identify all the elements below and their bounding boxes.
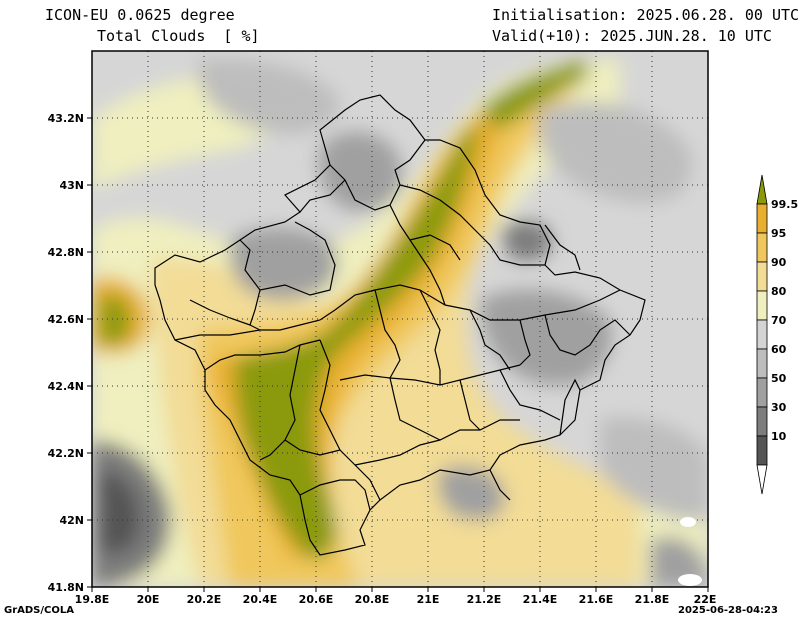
colorbar-box — [756, 319, 768, 350]
colorbar-box — [756, 261, 768, 292]
colorbar-label: 95 — [771, 227, 786, 240]
colorbar-box — [756, 348, 768, 379]
colorbar-box — [756, 203, 768, 234]
y-tick-label: 42.4N — [48, 380, 84, 393]
x-tick-label: 20.4E — [243, 593, 278, 606]
x-tick-label: 20E — [137, 593, 160, 606]
colorbar-label: 50 — [771, 372, 787, 385]
x-axis-labels: 19.8E 20E 20.2E 20.4E 20.6E 20.8E 21E 21… — [75, 593, 717, 606]
colorbar-label: 80 — [771, 285, 787, 298]
x-tick-label: 20.8E — [355, 593, 390, 606]
clear-spot — [680, 517, 696, 527]
cloud-field — [92, 51, 708, 587]
y-tick-label: 42N — [59, 514, 84, 527]
colorbar-box — [756, 232, 768, 263]
x-tick-label: 21.2E — [467, 593, 502, 606]
y-axis-labels: 43.2N 43N 42.8N 42.6N 42.4N 42.2N 42N 41… — [48, 112, 84, 594]
colorbar-top-triangle — [756, 174, 768, 205]
colorbar-label: 99.5 — [771, 198, 798, 211]
footer-timestamp: 2025-06-28-04:23 — [678, 605, 778, 616]
x-tick-label: 21.4E — [523, 593, 558, 606]
model-title: ICON-EU 0.0625 degree — [45, 6, 235, 24]
colorbar-box — [756, 435, 768, 466]
variable-title: Total Clouds [ %] — [97, 27, 260, 45]
colorbar-box — [756, 290, 768, 321]
x-tick-label: 21E — [417, 593, 440, 606]
x-tick-label: 21.8E — [635, 593, 670, 606]
y-tick-label: 42.6N — [48, 313, 84, 326]
footer-software: GrADS/COLA — [4, 605, 74, 616]
colorbar — [756, 174, 768, 495]
y-tick-label: 43.2N — [48, 112, 84, 125]
clear-spot — [678, 574, 702, 586]
x-tick-label: 21.6E — [579, 593, 614, 606]
x-tick-label: 20.2E — [187, 593, 222, 606]
colorbar-label: 10 — [771, 430, 787, 443]
colorbar-label: 60 — [771, 343, 787, 356]
x-tick-label: 22E — [694, 593, 717, 606]
colorbar-label: 90 — [771, 256, 787, 269]
colorbar-label: 30 — [771, 401, 787, 414]
x-tick-label: 19.8E — [75, 593, 110, 606]
colorbar-labels: 99.5 95 90 80 70 60 50 30 10 — [771, 198, 798, 443]
y-tick-label: 41.8N — [48, 581, 84, 594]
valid-time: Valid(+10): 2025.JUN.28. 10 UTC — [492, 27, 772, 45]
colorbar-box — [756, 406, 768, 437]
colorbar-bottom-triangle — [756, 464, 768, 495]
y-tick-label: 43N — [59, 179, 84, 192]
colorbar-label: 70 — [771, 314, 787, 327]
colorbar-box — [756, 377, 768, 408]
district-borders — [154, 94, 646, 556]
y-tick-label: 42.8N — [48, 246, 84, 259]
x-tick-label: 20.6E — [299, 593, 334, 606]
y-tick-label: 42.2N — [48, 447, 84, 460]
init-time: Initialisation: 2025.06.28. 00 UTC — [492, 6, 800, 24]
